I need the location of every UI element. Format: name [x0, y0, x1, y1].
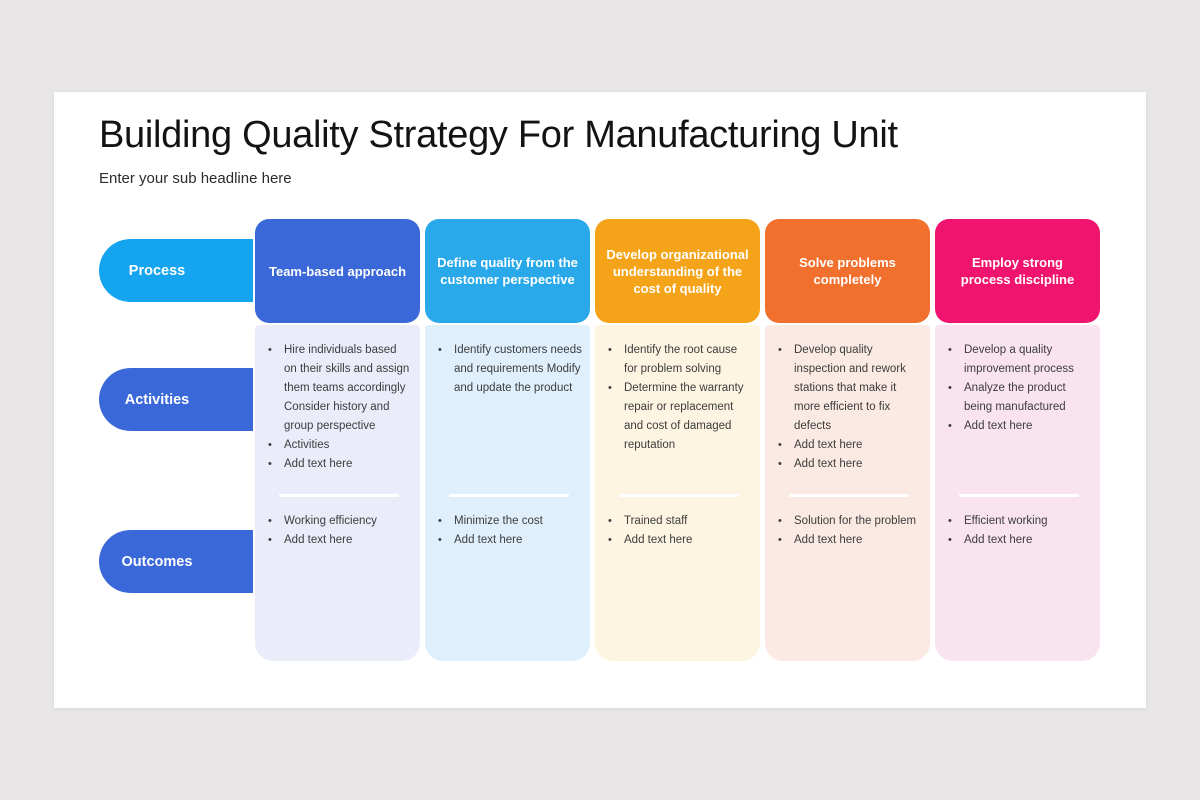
strategy-columns: Team-based approach Hire individuals bas… — [255, 219, 1100, 661]
activities-list: Develop a quality improvement process An… — [945, 341, 1092, 494]
column-body: Identify customers needs and requirement… — [425, 325, 590, 661]
outcome-item: Working efficiency — [265, 512, 412, 531]
row-pill-activities-label: Activities — [124, 391, 190, 408]
activity-item: Add text here — [265, 455, 412, 474]
activity-item: Develop quality inspection and rework st… — [775, 341, 922, 436]
activity-item: Identify the root cause for problem solv… — [605, 341, 752, 379]
activity-item: Add text here — [775, 436, 922, 455]
activity-item: Analyze the product being manufactured — [945, 379, 1092, 417]
column-header: Employ strong process discipline — [935, 219, 1100, 323]
column-header-label: Employ strong process discipline — [960, 255, 1075, 287]
outcome-item: Add text here — [265, 531, 412, 550]
column-body: Develop quality inspection and rework st… — [765, 325, 930, 661]
column-process-discipline: Employ strong process discipline Develop… — [935, 219, 1100, 661]
row-pill-process-label: Process — [128, 262, 186, 279]
activities-list: Develop quality inspection and rework st… — [775, 341, 922, 494]
section-divider — [448, 494, 569, 497]
outcomes-list: Solution for the problem Add text here — [775, 512, 922, 550]
column-define-quality: Define quality from the customer perspec… — [425, 219, 590, 661]
row-pill-outcomes-label: Outcomes — [121, 553, 193, 570]
outcome-item: Trained staff — [605, 512, 752, 531]
column-header-label: Define quality from the customer perspec… — [437, 255, 578, 287]
column-body: Hire individuals based on their skills a… — [255, 325, 420, 661]
column-org-understanding: Develop organizational understanding of … — [595, 219, 760, 661]
outcomes-list: Trained staff Add text here — [605, 512, 752, 550]
column-header: Develop organizational understanding of … — [595, 219, 760, 323]
activity-item: Hire individuals based on their skills a… — [265, 341, 412, 436]
row-pill-activities: Activities — [99, 368, 253, 431]
activity-item: Determine the warranty repair or replace… — [605, 379, 752, 455]
section-divider — [278, 494, 399, 497]
outcome-item: Add text here — [775, 531, 922, 550]
section-divider — [958, 494, 1079, 497]
slide-canvas: Building Quality Strategy For Manufactur… — [54, 92, 1146, 708]
column-body: Develop a quality improvement process An… — [935, 325, 1100, 661]
outcomes-list: Working efficiency Add text here — [265, 512, 412, 550]
outcome-item: Efficient working — [945, 512, 1092, 531]
page-subtitle: Enter your sub headline here — [99, 170, 292, 187]
activity-item: Activities — [265, 436, 412, 455]
activity-item: Add text here — [775, 455, 922, 474]
row-pill-process: Process — [99, 239, 253, 302]
section-divider — [788, 494, 909, 497]
column-team-based-approach: Team-based approach Hire individuals bas… — [255, 219, 420, 661]
column-header-label: Solve problems completely — [799, 255, 896, 287]
outcomes-list: Efficient working Add text here — [945, 512, 1092, 550]
section-divider — [618, 494, 739, 497]
outcome-item: Add text here — [945, 531, 1092, 550]
column-header: Team-based approach — [255, 219, 420, 323]
outcome-item: Add text here — [605, 531, 752, 550]
row-pill-outcomes: Outcomes — [99, 530, 253, 593]
activity-item: Identify customers needs and requirement… — [435, 341, 582, 398]
page-title: Building Quality Strategy For Manufactur… — [99, 114, 898, 156]
outcomes-list: Minimize the cost Add text here — [435, 512, 582, 550]
activities-list: Hire individuals based on their skills a… — [265, 341, 412, 494]
column-header-label: Develop organizational understanding of … — [606, 246, 749, 296]
outcome-item: Add text here — [435, 531, 582, 550]
outcome-item: Minimize the cost — [435, 512, 582, 531]
activities-list: Identify the root cause for problem solv… — [605, 341, 752, 494]
column-header-label: Team-based approach — [268, 263, 407, 279]
activities-list: Identify customers needs and requirement… — [435, 341, 582, 494]
column-header: Solve problems completely — [765, 219, 930, 323]
column-body: Identify the root cause for problem solv… — [595, 325, 760, 661]
outcome-item: Solution for the problem — [775, 512, 922, 531]
activity-item: Add text here — [945, 417, 1092, 436]
column-solve-problems: Solve problems completely Develop qualit… — [765, 219, 930, 661]
activity-item: Develop a quality improvement process — [945, 341, 1092, 379]
column-header: Define quality from the customer perspec… — [425, 219, 590, 323]
